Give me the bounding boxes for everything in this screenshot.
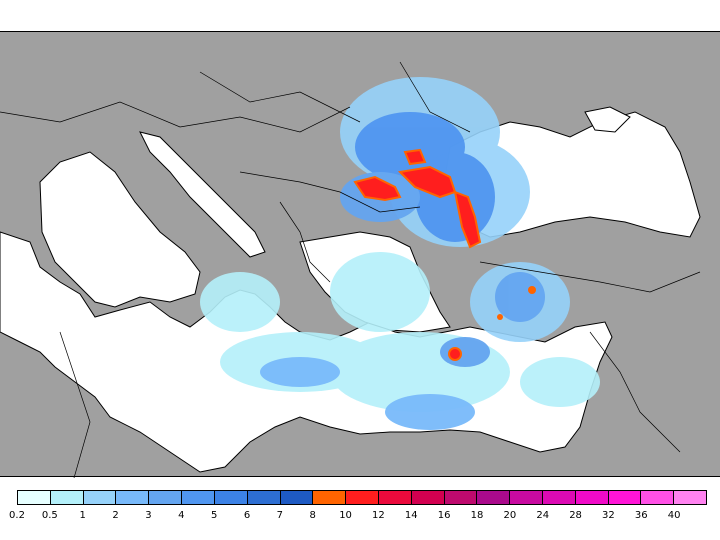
legend-tick-label: 7	[276, 510, 284, 521]
legend-tick-label: 0.2	[9, 510, 25, 521]
legend-tick-label: 5	[210, 510, 218, 521]
precip-heavy	[353, 148, 536, 361]
legend-swatch	[477, 491, 511, 504]
legend-tick-label: 8	[309, 510, 316, 521]
legend-tick-label: 12	[372, 510, 385, 521]
precipitation-legend: 0.2 0.5 1 2 3 4 5 6 7 8 10 12 14 16 18 20 24 28 32 36 40	[0, 489, 720, 540]
legend-tick-label: 24	[536, 510, 550, 521]
legend-tick-label: 36	[634, 510, 648, 521]
legend-tick-label: 20	[503, 510, 517, 521]
heavy-spot-turkey	[448, 347, 462, 361]
legend-tick-labels: 0.2 0.5 1 2 3 4 5 6 7 8 10 12 14 16 18 20 24 28 32 36 40	[0, 510, 720, 524]
legend-swatch	[674, 491, 707, 504]
legend-tick-label: 3	[145, 510, 152, 521]
heavy-spot-anatolia-2	[497, 314, 503, 320]
legend-tick-label: 28	[569, 510, 582, 521]
legend-swatch	[411, 491, 445, 504]
legend-swatch	[116, 491, 150, 504]
legend-tick-label: 16	[437, 510, 451, 521]
sea-of-azov	[584, 106, 631, 133]
legend-swatch	[444, 491, 478, 504]
country-borders	[0, 61, 701, 478]
legend-tick-label: 10	[339, 510, 352, 521]
legend-tick-label: 32	[602, 510, 615, 521]
precipitation-map	[0, 31, 720, 478]
heavy-band-3	[453, 190, 482, 249]
legend-swatch	[378, 491, 412, 504]
legend-swatch	[214, 491, 248, 504]
map-canvas	[0, 61, 701, 478]
heavy-band-1	[353, 175, 402, 202]
legend-swatch	[313, 491, 347, 504]
legend-tick-label: 0.5	[41, 510, 58, 521]
legend-tick-label: 18	[470, 510, 484, 521]
legend-swatch	[83, 491, 117, 504]
legend-swatch	[280, 491, 314, 504]
heavy-band-4	[403, 148, 427, 166]
legend-color-bar	[17, 490, 707, 505]
legend-swatch	[608, 491, 642, 504]
legend-swatch	[149, 491, 183, 504]
adriatic-sea	[139, 131, 266, 258]
legend-swatch	[247, 491, 281, 504]
heavy-spot-anatolia-1	[528, 286, 536, 294]
legend-swatch	[50, 491, 84, 504]
legend-swatch	[575, 491, 609, 504]
legend-tick-label: 14	[404, 510, 418, 521]
legend-tick-label: 1	[79, 510, 86, 521]
legend-swatch	[641, 491, 675, 504]
tyrrhenian-sea	[39, 151, 201, 308]
legend-swatch	[182, 491, 215, 504]
legend-swatch	[510, 491, 543, 504]
legend-tick-label: 6	[243, 510, 251, 521]
legend-tick-label: 4	[178, 510, 185, 521]
legend-swatch	[18, 491, 51, 504]
legend-tick-label: 2	[112, 510, 119, 521]
legend-tick-label: 40	[667, 510, 681, 521]
legend-swatch	[543, 491, 576, 504]
legend-swatch	[346, 491, 379, 504]
